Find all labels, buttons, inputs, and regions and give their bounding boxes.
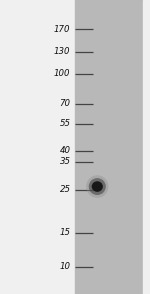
Text: 10: 10 [60,262,70,271]
Text: 55: 55 [60,119,70,128]
Text: 130: 130 [54,47,70,56]
Bar [142,0,150,294]
Bar [75,0,142,294]
Text: 25: 25 [60,185,70,194]
Text: 70: 70 [60,99,70,108]
Text: 40: 40 [60,146,70,155]
Ellipse shape [92,181,103,192]
Ellipse shape [89,178,106,195]
Text: 35: 35 [60,157,70,166]
Text: 15: 15 [60,228,70,237]
Bar [0,0,75,294]
Text: 170: 170 [54,25,70,34]
Ellipse shape [86,175,108,198]
Text: 100: 100 [54,69,70,78]
